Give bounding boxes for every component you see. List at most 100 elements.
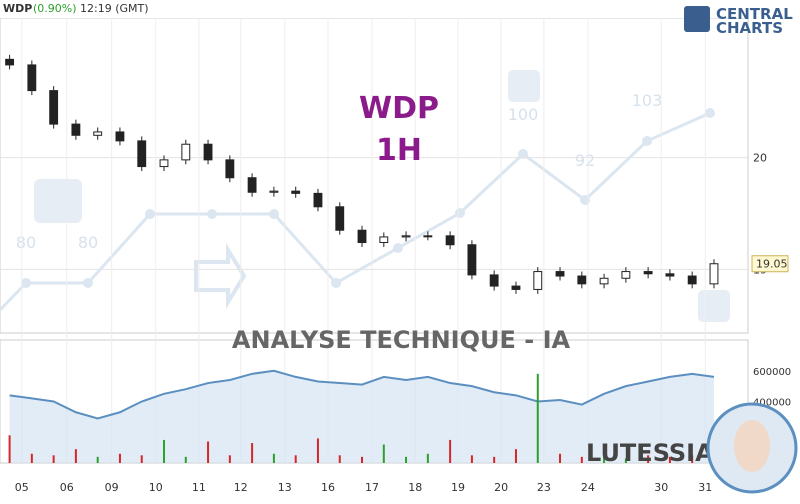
candle-body (27, 64, 37, 92)
overlay-subtitle: ANALYSE TECHNIQUE - IA (232, 326, 571, 354)
overlay-title: WDP (359, 91, 439, 126)
x-tick-label: 11 (192, 481, 206, 494)
watermark-icon (508, 70, 540, 102)
watermark-label: 92 (575, 151, 595, 170)
volume-bar (405, 456, 408, 463)
x-tick-label: 30 (654, 481, 668, 494)
overlay-interval: 1H (376, 133, 422, 168)
logo-text: CENTRAL (716, 5, 793, 23)
volume-bar (30, 453, 33, 463)
volume-bar (118, 453, 121, 463)
avatar-face (734, 420, 770, 472)
watermark-icon (698, 290, 730, 322)
last-price: 19.05 (756, 258, 788, 271)
candle-body (203, 143, 213, 161)
x-tick-label: 16 (321, 481, 335, 494)
candle-body (467, 244, 477, 276)
volume-bar (449, 439, 452, 463)
candle-body (511, 285, 521, 290)
candle-body (643, 271, 653, 275)
volume-bar (361, 456, 364, 463)
candle-body (181, 143, 191, 161)
candle-body (423, 235, 433, 238)
x-tick-label: 05 (15, 481, 29, 494)
candle-body (269, 190, 279, 193)
candle-body (577, 275, 587, 285)
volume-bar (294, 455, 297, 463)
volume-bar (668, 456, 671, 463)
volume-bar (207, 441, 210, 463)
volume-bar (96, 456, 99, 463)
candle-body (225, 159, 235, 179)
x-tick-label: 17 (365, 481, 379, 494)
candle-body (621, 271, 631, 279)
x-tick-label: 06 (60, 481, 74, 494)
volume-bar (603, 455, 606, 463)
candle-body (555, 271, 565, 277)
candle-body (599, 277, 609, 285)
x-tick-label: 31 (698, 481, 712, 494)
candle-body (489, 274, 499, 287)
watermark-dots (21, 108, 715, 288)
x-tick-label: 23 (537, 481, 551, 494)
candle-body (115, 131, 125, 142)
volume-bar (8, 435, 11, 463)
x-tick-label: 13 (278, 481, 292, 494)
volume-bar (382, 444, 385, 463)
volume-bar (74, 449, 77, 463)
volume-bar (52, 455, 55, 463)
y-tick-label: 400000 (753, 398, 791, 409)
volume-bar (514, 449, 517, 463)
volume-bar (251, 443, 254, 463)
candle-body (445, 235, 455, 246)
x-tick-label: 18 (408, 481, 422, 494)
candle-body (533, 271, 543, 290)
candle-body (71, 123, 81, 136)
x-tick-label: 09 (105, 481, 119, 494)
volume-bar (162, 439, 165, 463)
volume-bar (647, 455, 650, 463)
logo-mark (684, 6, 710, 32)
candle-body (335, 206, 345, 231)
candle-body (291, 190, 301, 194)
watermark-arrow (194, 242, 247, 310)
volume-bar (140, 455, 143, 463)
candle-body (665, 273, 675, 277)
x-tick-label: 19 (451, 481, 465, 494)
candle-body (709, 263, 719, 285)
candle-body (159, 159, 169, 168)
watermark-label: 103 (632, 91, 663, 110)
volume-bar (228, 455, 231, 463)
y-tick-label: 20 (753, 152, 767, 165)
volume-bar (184, 456, 187, 463)
time: 12:19 (GMT) (80, 2, 149, 15)
candle-body (357, 229, 367, 244)
logo-text: CHARTS (716, 19, 783, 37)
volume-bar (426, 453, 429, 463)
volume-bar (624, 458, 627, 463)
volume-bar (470, 455, 473, 463)
watermark-label: 80 (16, 233, 36, 252)
candle-body (5, 58, 15, 66)
change: (0.90%) (33, 2, 77, 15)
header-bar (0, 0, 800, 18)
y-tick-label: 600000 (753, 367, 791, 378)
last-price-box (751, 255, 789, 273)
candle-body (313, 192, 323, 208)
watermark-label: 80 (78, 233, 98, 252)
volume-bar (338, 455, 341, 463)
x-tick-label: 12 (234, 481, 248, 494)
brand: LUTESSIA (586, 439, 714, 467)
watermark-label: 100 (508, 105, 539, 124)
candle-body (687, 275, 697, 285)
volume-bar (691, 455, 694, 463)
candle-body (49, 90, 59, 125)
x-tick-label: 10 (149, 481, 163, 494)
volume-bar (559, 453, 562, 463)
candle-body (93, 131, 103, 136)
candle-body (379, 236, 389, 244)
volume-line (9, 369, 715, 420)
symbol: WDP (3, 2, 32, 15)
candle-body (137, 140, 147, 168)
